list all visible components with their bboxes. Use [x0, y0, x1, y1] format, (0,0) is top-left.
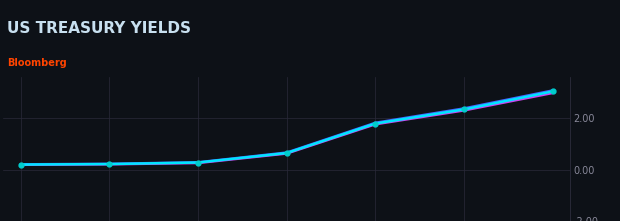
Text: Bloomberg: Bloomberg	[7, 58, 67, 68]
Text: US TREASURY YIELDS: US TREASURY YIELDS	[7, 21, 192, 36]
